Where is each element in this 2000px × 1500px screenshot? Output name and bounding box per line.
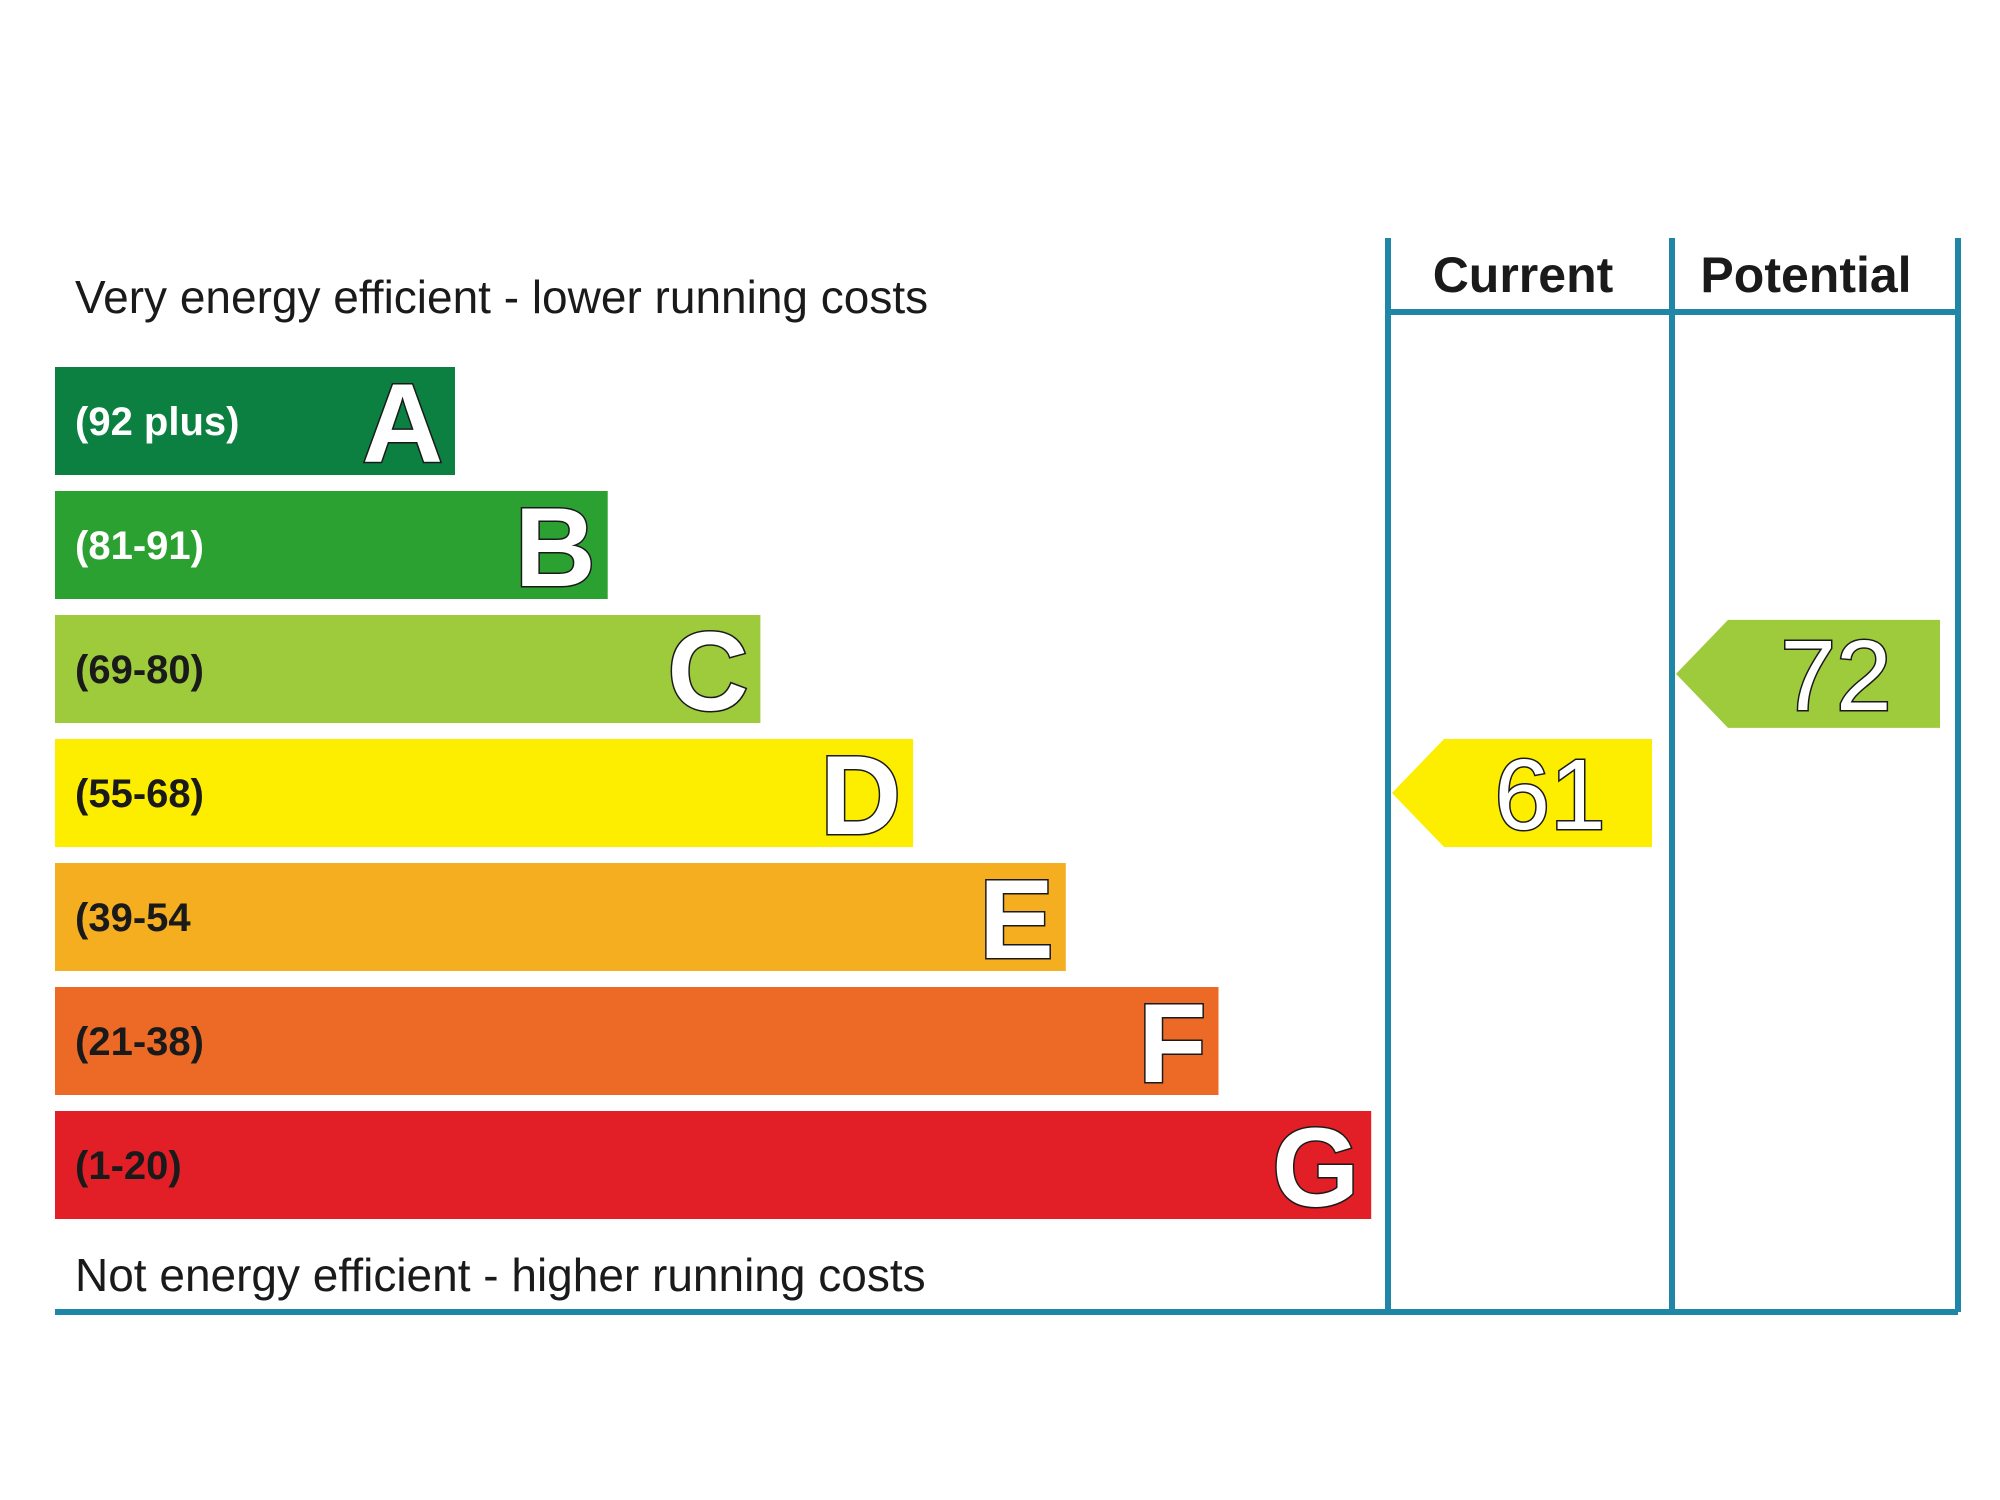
band-range-e: (39-54 <box>75 896 191 940</box>
rating-value-current: 61 <box>1494 739 1605 851</box>
band-range-f: (21-38) <box>75 1020 204 1064</box>
band-letter-d: D <box>820 733 901 858</box>
band-bars: (92 plus) A (81-91) B (69-80) C (55-68) D (39-54… <box>55 360 1372 1232</box>
band-letter-a: A <box>362 361 443 486</box>
band-range-d: (55-68) <box>75 772 204 816</box>
band-bar-d <box>55 739 914 847</box>
caption-top: Very energy efficient - lower running co… <box>75 271 928 323</box>
band-bar-f <box>55 987 1219 1095</box>
band-bar-a <box>55 367 455 475</box>
rating-arrow-current <box>1392 739 1652 847</box>
band-bar-g <box>55 1111 1372 1219</box>
band-letter-b: B <box>515 485 596 610</box>
band-letter-g: G <box>1272 1105 1359 1230</box>
caption-bottom: Not energy efficient - higher running co… <box>75 1249 926 1301</box>
band-range-c: (69-80) <box>75 648 204 692</box>
band-letter-f: F <box>1138 981 1206 1106</box>
band-bar-e <box>55 863 1066 971</box>
band-range-g: (1-20) <box>75 1144 182 1188</box>
band-letter-c: C <box>668 609 749 734</box>
rating-value-potential: 72 <box>1780 620 1891 732</box>
rating-arrows: 61 72 <box>1392 618 1940 853</box>
column-header-current: Current <box>1433 247 1614 303</box>
column-header-potential: Potential <box>1700 247 1911 303</box>
band-letter-e: E <box>979 857 1054 982</box>
band-range-b: (81-91) <box>75 524 204 568</box>
band-range-a: (92 plus) <box>75 400 239 444</box>
band-bar-c <box>55 615 761 723</box>
rating-arrow-potential <box>1676 619 1940 728</box>
band-bar-b <box>55 491 608 599</box>
rating-table-frame <box>55 238 1961 1315</box>
